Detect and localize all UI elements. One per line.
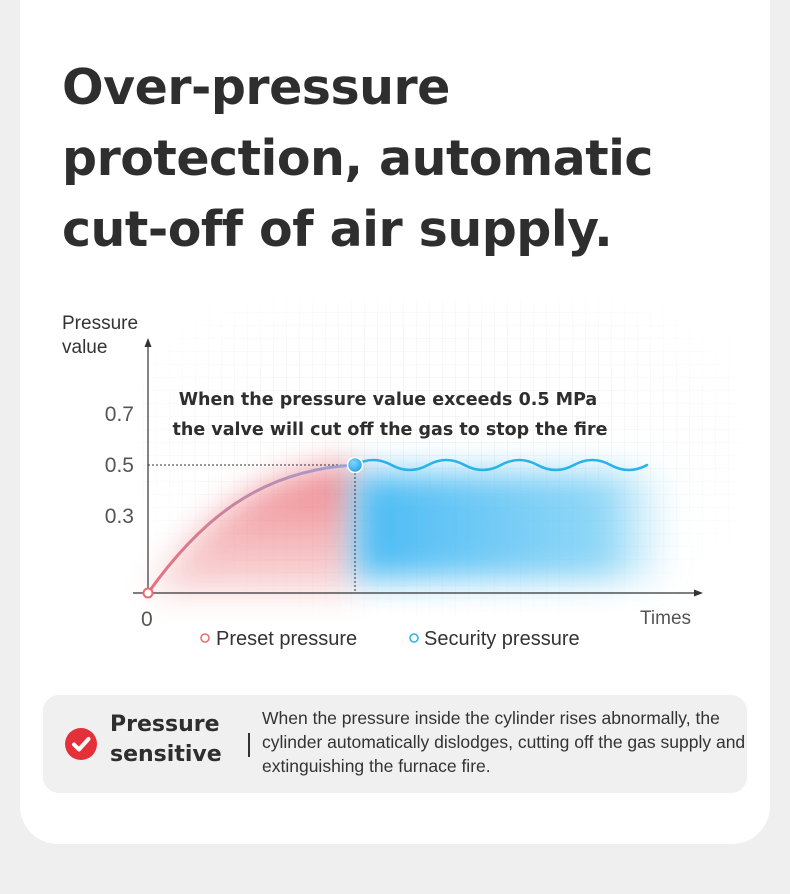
- y-axis-label-line1: Pressure: [62, 313, 138, 334]
- preset-area: [148, 465, 355, 593]
- note-description: When the pressure inside the cylinder ri…: [262, 708, 746, 776]
- note-divider: [248, 733, 250, 757]
- y-tick-label-0-5: 0.5: [105, 454, 134, 477]
- feature-note: Pressure sensitive When the pressure ins…: [43, 695, 747, 793]
- legend: Preset pressure Security pressure: [200, 628, 580, 650]
- preset-start-point: [142, 587, 154, 599]
- legend-label-preset: Preset pressure: [216, 628, 357, 650]
- x-axis-label: Times: [640, 608, 691, 629]
- y-tick-label-0-3: 0.3: [105, 505, 134, 528]
- legend-label-security: Security pressure: [424, 628, 580, 650]
- page-title: Over-pressure protection, automatic cut-…: [62, 59, 653, 258]
- chart-fills: [148, 465, 667, 593]
- security-pressure-line: [353, 458, 649, 472]
- legend-marker-security: [409, 633, 419, 643]
- origin-label: 0: [141, 608, 153, 631]
- note-title: Pressure sensitive: [110, 712, 222, 767]
- y-axis-arrow: [144, 338, 152, 347]
- annotation-line1: When the pressure value exceeds 0.5 MPa: [179, 390, 598, 410]
- threshold-point: [346, 456, 364, 474]
- pressure-chart: Pressure value Times 0 0.7 0.5 0.3 When th…: [62, 300, 740, 650]
- preset-pressure-line: [146, 463, 357, 595]
- legend-marker-preset: [200, 633, 210, 643]
- check-circle-icon: [65, 728, 97, 760]
- security-area: [355, 473, 667, 579]
- y-axis-label-line2: value: [62, 337, 107, 358]
- annotation-line2: the valve will cut off the gas to stop t…: [173, 420, 608, 440]
- y-tick-label-0-7: 0.7: [105, 403, 134, 426]
- x-axis-arrow: [694, 589, 703, 597]
